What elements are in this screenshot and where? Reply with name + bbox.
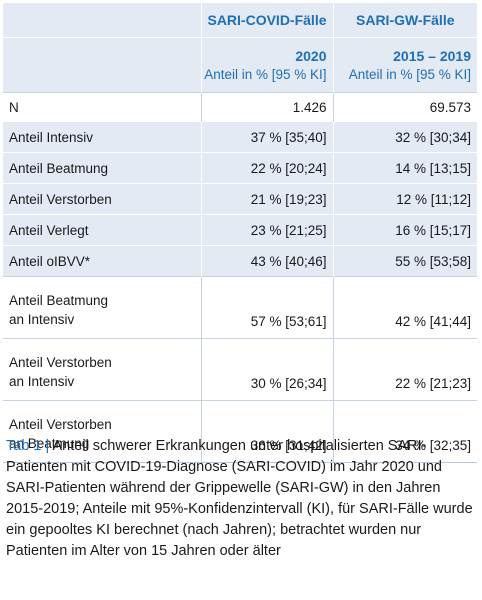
row-label-line2: an Intensiv xyxy=(9,312,75,327)
row-label: N xyxy=(3,92,201,122)
row-label-line1: Anteil Verstorben xyxy=(9,355,112,370)
subheader-empty-cell xyxy=(3,37,201,93)
covid-value: 37 % [35;40] xyxy=(200,122,333,153)
header-gw-year: 2015 – 2019 xyxy=(393,48,471,64)
gw-value: 14 % [13;15] xyxy=(332,152,477,184)
table-row: Anteil Intensiv 37 % [35;40] 32 % [30;34… xyxy=(3,122,477,153)
row-label: Anteil Beatmung xyxy=(3,152,201,184)
gw-value: 69.573 xyxy=(332,92,477,122)
table-row: Anteil oIBVV* 43 % [40;46] 55 % [53;58] xyxy=(3,245,477,277)
row-label-line2: an Beatmung xyxy=(9,436,90,451)
gw-value: 34 % [32;35] xyxy=(332,400,477,463)
table-row: Anteil Verlegt 23 % [21;25] 16 % [15;17] xyxy=(3,214,477,246)
header-covid-name: SARI-COVID-Fälle xyxy=(200,3,333,38)
row-label-line2: an Intensiv xyxy=(9,374,75,389)
row-label: Anteil Verlegt xyxy=(3,214,201,246)
covid-value: 22 % [20;24] xyxy=(200,152,333,184)
table-row: Anteil Verstorben 21 % [19;23] 12 % [11;… xyxy=(3,183,477,215)
header-empty-cell xyxy=(3,3,201,38)
table-row: Anteil Beatmung 22 % [20;24] 14 % [13;15… xyxy=(3,152,477,184)
table-row: Anteil Verstorben an Intensiv 30 % [26;3… xyxy=(3,338,477,401)
row-label: Anteil Intensiv xyxy=(3,122,201,153)
results-table: SARI-COVID-Fälle SARI-GW-Fälle 2020 Ante… xyxy=(3,3,477,463)
table-subheader-row: 2020 Anteil in % [95 % KI] 2015 – 2019 A… xyxy=(3,37,477,93)
covid-value: 30 % [26;34] xyxy=(200,338,333,401)
covid-value: 23 % [21;25] xyxy=(200,214,333,246)
covid-value: 57 % [53;61] xyxy=(200,276,333,339)
header-gw-sub: Anteil in % [95 % KI] xyxy=(348,67,471,82)
table-row: N 1.426 69.573 xyxy=(3,92,477,122)
covid-value: 36 % [31;42] xyxy=(200,400,333,463)
gw-value: 42 % [41;44] xyxy=(332,276,477,339)
header-covid-sub: Anteil in % [95 % KI] xyxy=(204,67,327,82)
caption-text: Anteil schwerer Erkrankungen unter hospi… xyxy=(6,438,473,559)
row-label: Anteil Verstorben an Beatmung xyxy=(3,400,201,463)
gw-value: 16 % [15;17] xyxy=(332,214,477,246)
gw-value: 55 % [53;58] xyxy=(332,245,477,277)
header-covid-year: 2020 xyxy=(295,48,327,64)
subheader-gw-cell: 2015 – 2019 Anteil in % [95 % KI] xyxy=(332,37,477,93)
gw-value: 12 % [11;12] xyxy=(332,183,477,215)
row-label: Anteil Beatmung an Intensiv xyxy=(3,276,201,339)
caption-tag: Tab 1 | xyxy=(6,438,50,454)
subheader-covid-cell: 2020 Anteil in % [95 % KI] xyxy=(200,37,333,93)
covid-value: 1.426 xyxy=(200,92,333,122)
row-label-line1: Anteil Beatmung xyxy=(9,293,109,308)
gw-value: 32 % [30;34] xyxy=(332,122,477,153)
header-gw-name: SARI-GW-Fälle xyxy=(332,3,477,38)
row-label: Anteil Verstorben an Intensiv xyxy=(3,338,201,401)
table-row: Anteil Beatmung an Intensiv 57 % [53;61]… xyxy=(3,276,477,339)
covid-value: 21 % [19;23] xyxy=(200,183,333,215)
row-label-line1: Anteil Verstorben xyxy=(9,417,112,432)
gw-value: 22 % [21;23] xyxy=(332,338,477,401)
covid-value: 43 % [40;46] xyxy=(200,245,333,277)
table-caption: Tab 1 | Anteil schwerer Erkrankungen unt… xyxy=(6,436,474,562)
table-row: Anteil Verstorben an Beatmung 36 % [31;4… xyxy=(3,400,477,463)
row-label: Anteil oIBVV* xyxy=(3,245,201,277)
table-header-row: SARI-COVID-Fälle SARI-GW-Fälle xyxy=(3,3,477,38)
row-label: Anteil Verstorben xyxy=(3,183,201,215)
